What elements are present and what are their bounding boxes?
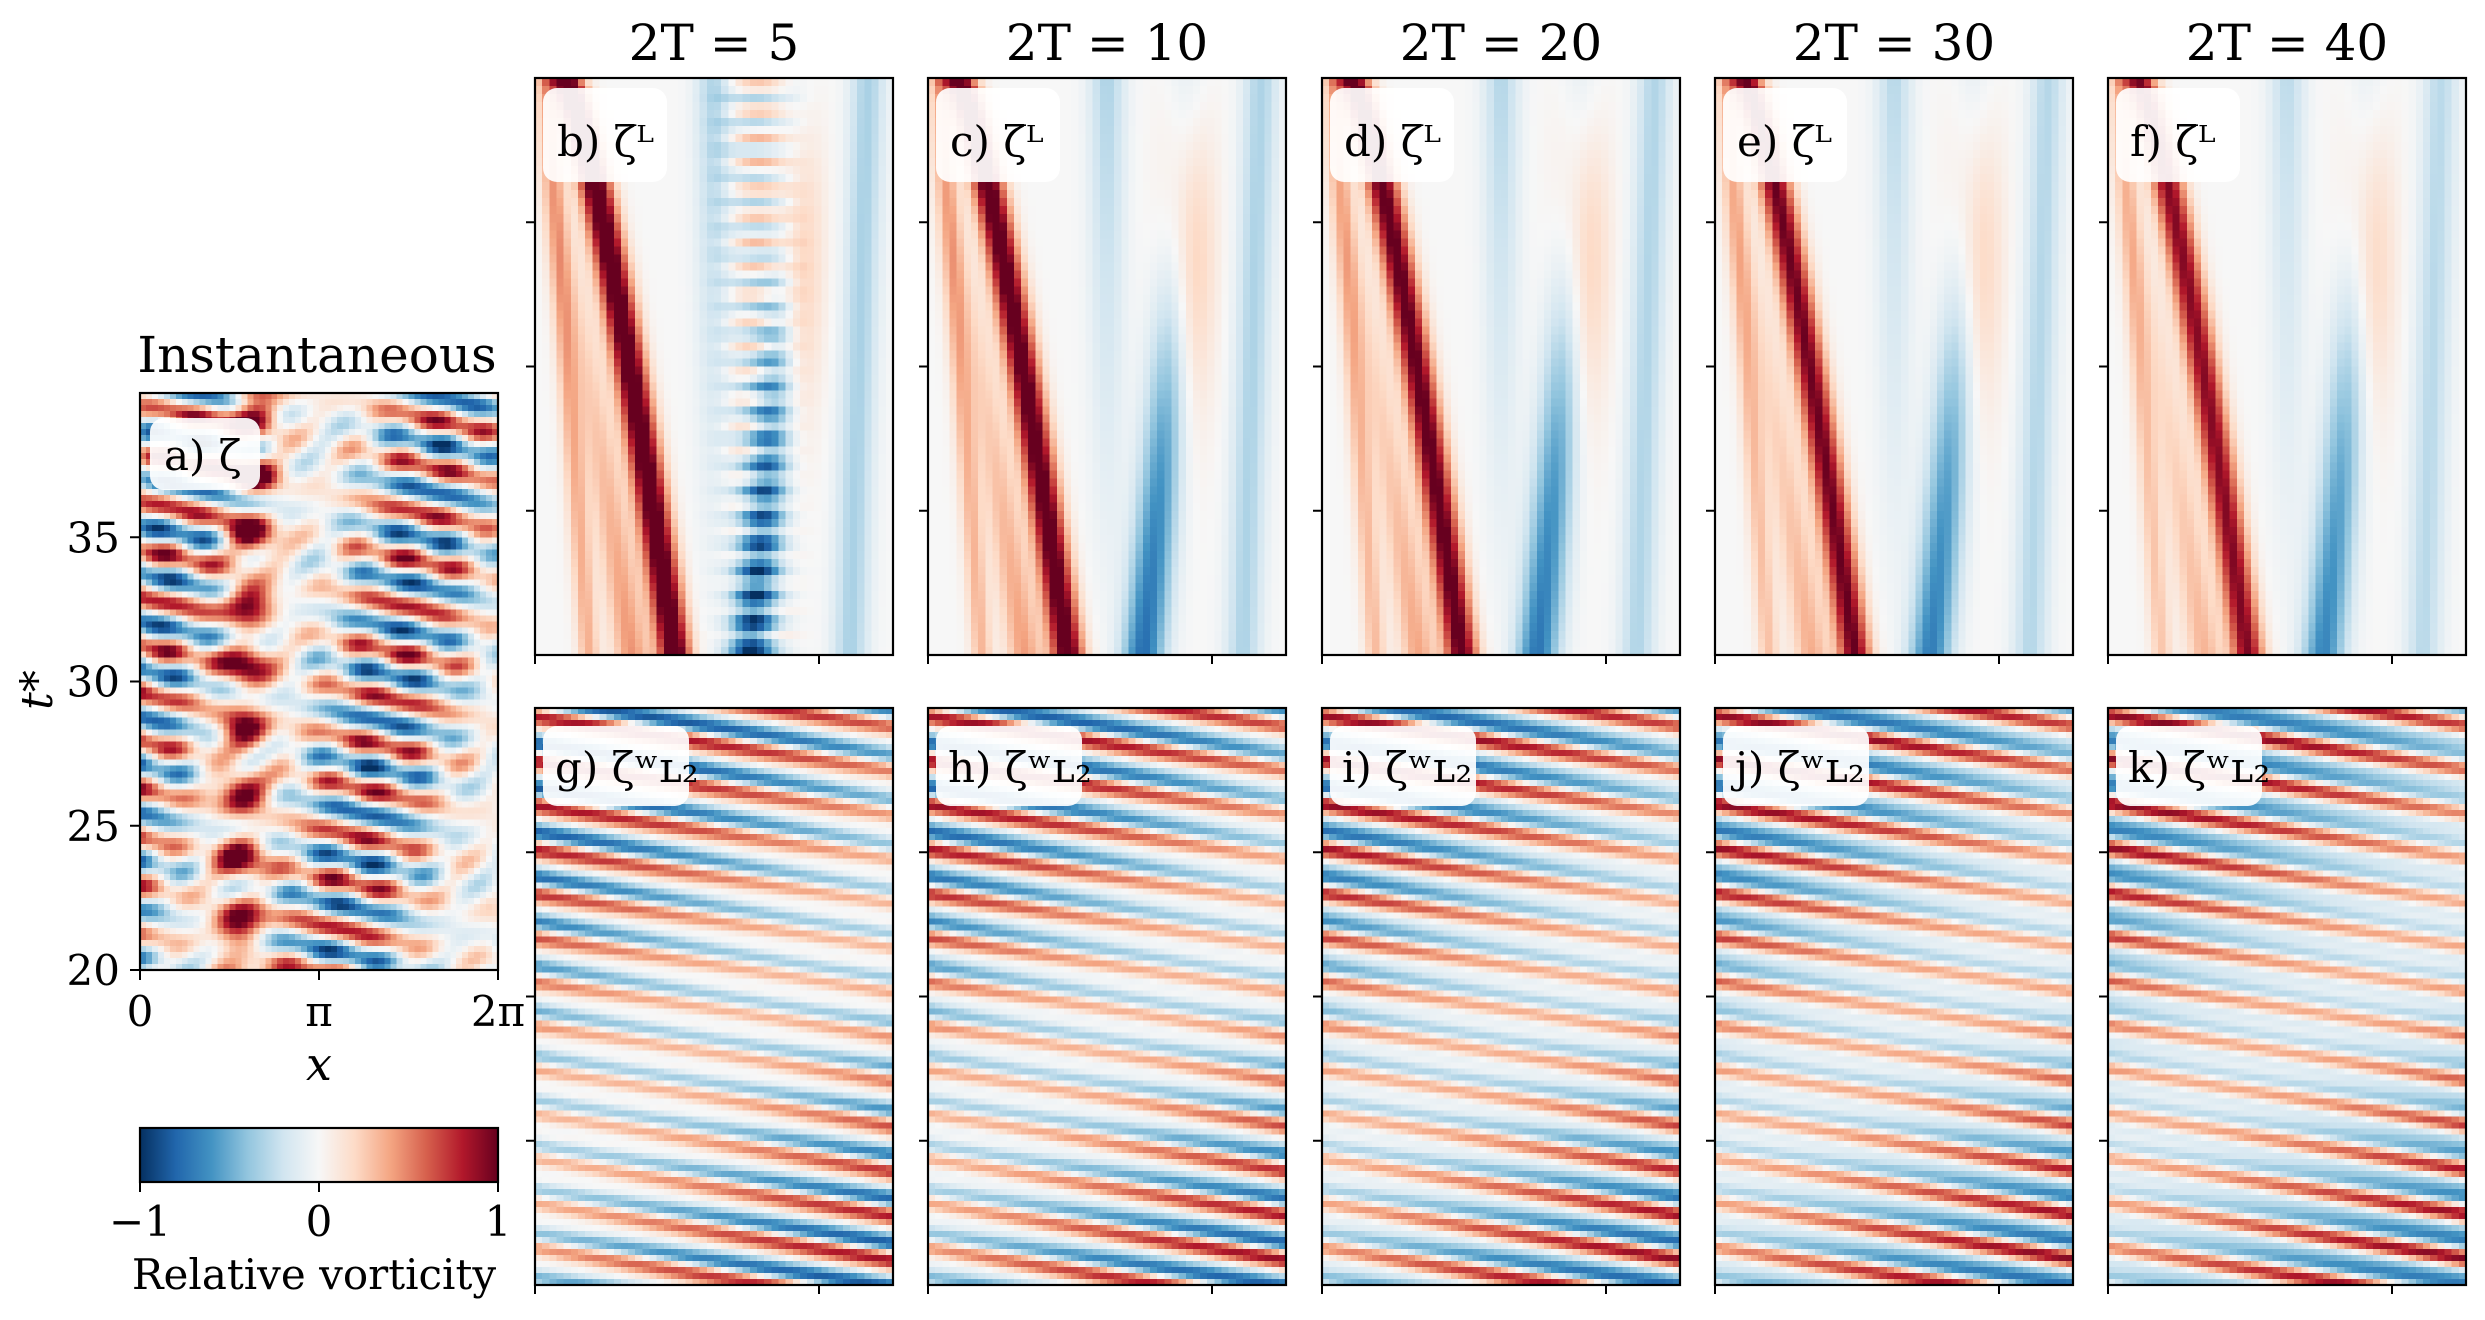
column-title: 2T = 30 (1793, 14, 1995, 72)
column-1: 2T = 5 b) ζ̅ᴸ g) ζʷʟ₂ (526, 14, 894, 1294)
y-tick-label: 35 (67, 513, 120, 562)
colorbar-tick-label: −1 (109, 1197, 171, 1246)
top-panel-label: c) ζ̅ᴸ (950, 117, 1044, 166)
x-tick-label: 2π (471, 987, 525, 1036)
bottom-panel-label: i) ζʷʟ₂ (1342, 743, 1472, 792)
bottom-panel-label: k) ζʷʟ₂ (2128, 743, 2270, 792)
top-panel-label: e) ζ̅ᴸ (1737, 117, 1832, 166)
y-tick-label: 30 (67, 658, 120, 707)
bottom-panel-label: g) ζʷʟ₂ (555, 743, 699, 792)
x-tick-label: π (305, 987, 333, 1036)
colorbar-ticks: −1 0 1 (109, 1182, 511, 1246)
instantaneous-panel: Instantaneous a) ζ 20 25 30 35 0 π 2π x t* (12, 326, 525, 1091)
column-title: 2T = 5 (629, 14, 800, 72)
column-2: 2T = 10 c) ζ̅ᴸ h) ζʷʟ₂ (919, 14, 1287, 1294)
colorbar: −1 0 1 Relative vorticity (109, 1128, 511, 1299)
colorbar-tick-label: 1 (485, 1197, 512, 1246)
top-panel-label: b) ζ̅ᴸ (557, 117, 654, 166)
instantaneous-title: Instantaneous (137, 326, 496, 384)
top-panel-label: d) ζ̅ᴸ (1344, 117, 1441, 166)
colorbar-gradient (140, 1128, 498, 1182)
column-title: 2T = 20 (1400, 14, 1602, 72)
colorbar-tick-label: 0 (306, 1197, 333, 1246)
bottom-panel-label: j) ζʷʟ₂ (1730, 743, 1865, 792)
column-4: 2T = 30 e) ζ̅ᴸ j) ζʷʟ₂ (1706, 14, 2074, 1294)
column-title: 2T = 10 (1006, 14, 1208, 72)
colorbar-label: Relative vorticity (132, 1250, 496, 1299)
column-5: 2T = 40 f) ζ̅ᴸ k) ζʷʟ₂ (2099, 14, 2467, 1294)
y-axis-label: t* (12, 670, 63, 710)
column-title: 2T = 40 (2186, 14, 2388, 72)
column-3: 2T = 20 d) ζ̅ᴸ i) ζʷʟ₂ (1313, 14, 1681, 1294)
y-tick-label: 25 (67, 802, 120, 851)
top-panel-label: f) ζ̅ᴸ (2130, 117, 2216, 166)
x-tick-label: 0 (127, 987, 154, 1036)
y-tick-label: 20 (67, 946, 120, 995)
x-axis-label: x (306, 1037, 332, 1091)
panel-label-a: a) ζ (164, 431, 242, 480)
bottom-panel-label: h) ζʷʟ₂ (948, 743, 1092, 792)
